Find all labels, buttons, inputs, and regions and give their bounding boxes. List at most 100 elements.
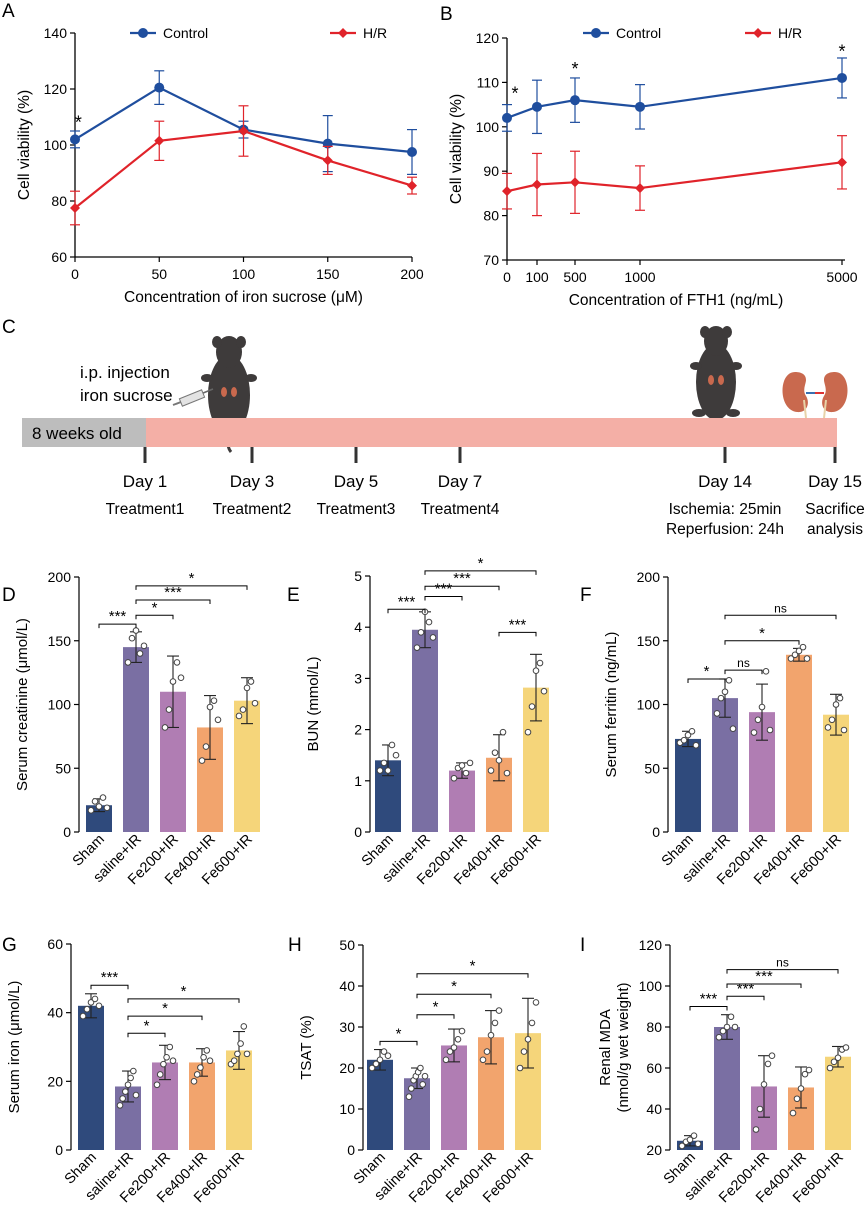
comparison-bracket xyxy=(135,599,211,604)
significance-label: * xyxy=(759,625,765,642)
timeline-bar xyxy=(146,418,837,447)
comparison-bracket xyxy=(127,998,240,1003)
data-point xyxy=(791,651,799,659)
data-point xyxy=(206,703,214,711)
data-point xyxy=(502,112,512,123)
day-detail-text: Ischemia: 25min xyxy=(669,501,782,518)
x-tick-label: 0 xyxy=(71,266,79,282)
significance-label: *** xyxy=(435,580,453,597)
data-point xyxy=(210,697,218,704)
data-point xyxy=(119,1095,126,1102)
comparison-bracket xyxy=(416,993,492,999)
data-point xyxy=(127,1074,134,1082)
panel-label-h: H xyxy=(288,935,302,956)
bar-salineir xyxy=(123,647,149,832)
data-point xyxy=(690,1132,698,1139)
data-point xyxy=(421,1072,429,1080)
y-tick-label: 90 xyxy=(483,163,499,179)
panel-c-timeline: C i.p. injection iron sucrose xyxy=(2,317,865,538)
panel-label-d: D xyxy=(2,585,16,606)
data-point xyxy=(450,774,458,782)
y-tick-label: 40 xyxy=(47,1005,63,1021)
y-tick-label: 150 xyxy=(637,633,661,649)
panel-c-label: C xyxy=(2,317,16,338)
data-point xyxy=(380,1048,388,1055)
significance-label: * xyxy=(162,1000,168,1017)
data-point xyxy=(491,1019,499,1027)
bar-fe400ir xyxy=(786,654,812,832)
data-point xyxy=(483,1048,491,1055)
data-point xyxy=(446,1048,454,1055)
y-tick-label: 150 xyxy=(48,633,72,649)
panel-label-g: G xyxy=(2,935,17,956)
y-tick-label: 40 xyxy=(339,978,355,994)
data-point xyxy=(793,1095,801,1103)
data-point xyxy=(725,676,733,684)
y-tick-label: 110 xyxy=(477,74,500,90)
data-point xyxy=(495,757,503,764)
data-point xyxy=(124,1081,132,1089)
legend-label: H/R xyxy=(363,25,387,41)
data-point xyxy=(235,712,243,720)
y-tick-label: 100 xyxy=(476,119,500,135)
legend-marker xyxy=(338,28,348,38)
x-tick-label: 100 xyxy=(525,269,549,285)
comparison-bracket xyxy=(724,614,837,620)
panel-i: I 20 40 60 80 100 120 Renal MDA (nmol/g wet weig… xyxy=(580,935,851,1206)
data-point xyxy=(635,183,645,194)
y-tick-label: 120 xyxy=(476,30,500,46)
data-point xyxy=(95,1002,103,1010)
injection-text-line-1: i.p. injection xyxy=(80,363,170,382)
data-point xyxy=(376,1056,384,1064)
y-tick-label: 100 xyxy=(44,137,68,153)
data-point xyxy=(425,618,433,626)
data-point xyxy=(462,769,470,777)
data-point xyxy=(762,668,770,675)
y-tick-label: 40 xyxy=(646,1101,662,1117)
data-point xyxy=(499,728,507,736)
panel-label-e: E xyxy=(287,585,300,606)
y-tick-label: 50 xyxy=(644,760,660,776)
data-point xyxy=(153,1081,161,1089)
data-point xyxy=(239,706,247,713)
data-point xyxy=(766,726,774,734)
data-point xyxy=(540,687,548,695)
significance-label: * xyxy=(451,978,457,995)
panel-label-i: I xyxy=(580,935,585,956)
data-point xyxy=(372,1060,380,1068)
data-point xyxy=(713,710,721,717)
data-point xyxy=(731,1023,739,1031)
y-axis-label: Serum ferritin (ng/mL) xyxy=(603,632,620,778)
data-point xyxy=(413,644,421,651)
comparison-bracket xyxy=(498,631,537,637)
data-point xyxy=(758,703,766,711)
day-label: Day 3 xyxy=(230,472,274,491)
data-point xyxy=(376,767,384,774)
data-point xyxy=(479,1056,487,1064)
data-point xyxy=(368,1064,376,1072)
data-point xyxy=(79,1012,87,1020)
data-point xyxy=(686,1136,694,1144)
data-point xyxy=(828,716,836,724)
data-point xyxy=(166,1043,174,1051)
data-point xyxy=(165,706,173,713)
significance-label: *** xyxy=(109,608,127,625)
data-point xyxy=(99,794,107,801)
significance-marker: * xyxy=(571,59,578,79)
data-point xyxy=(834,1054,842,1062)
data-point xyxy=(243,1050,251,1058)
significance-label: ns xyxy=(737,656,750,670)
x-tick-label: 150 xyxy=(316,266,340,282)
y-tick-label: 80 xyxy=(646,1019,662,1035)
panel-label-a: A xyxy=(2,1,15,22)
data-point xyxy=(407,147,417,157)
y-axis-label: BUN (mmol/L) xyxy=(305,656,322,751)
comparison-bracket xyxy=(135,585,248,590)
data-point xyxy=(803,655,811,662)
comparison-bracket xyxy=(689,1006,728,1011)
data-point xyxy=(678,1142,686,1150)
mouse-illustration-ischemia xyxy=(690,326,742,420)
data-point xyxy=(495,1007,503,1014)
data-point xyxy=(715,1033,723,1041)
